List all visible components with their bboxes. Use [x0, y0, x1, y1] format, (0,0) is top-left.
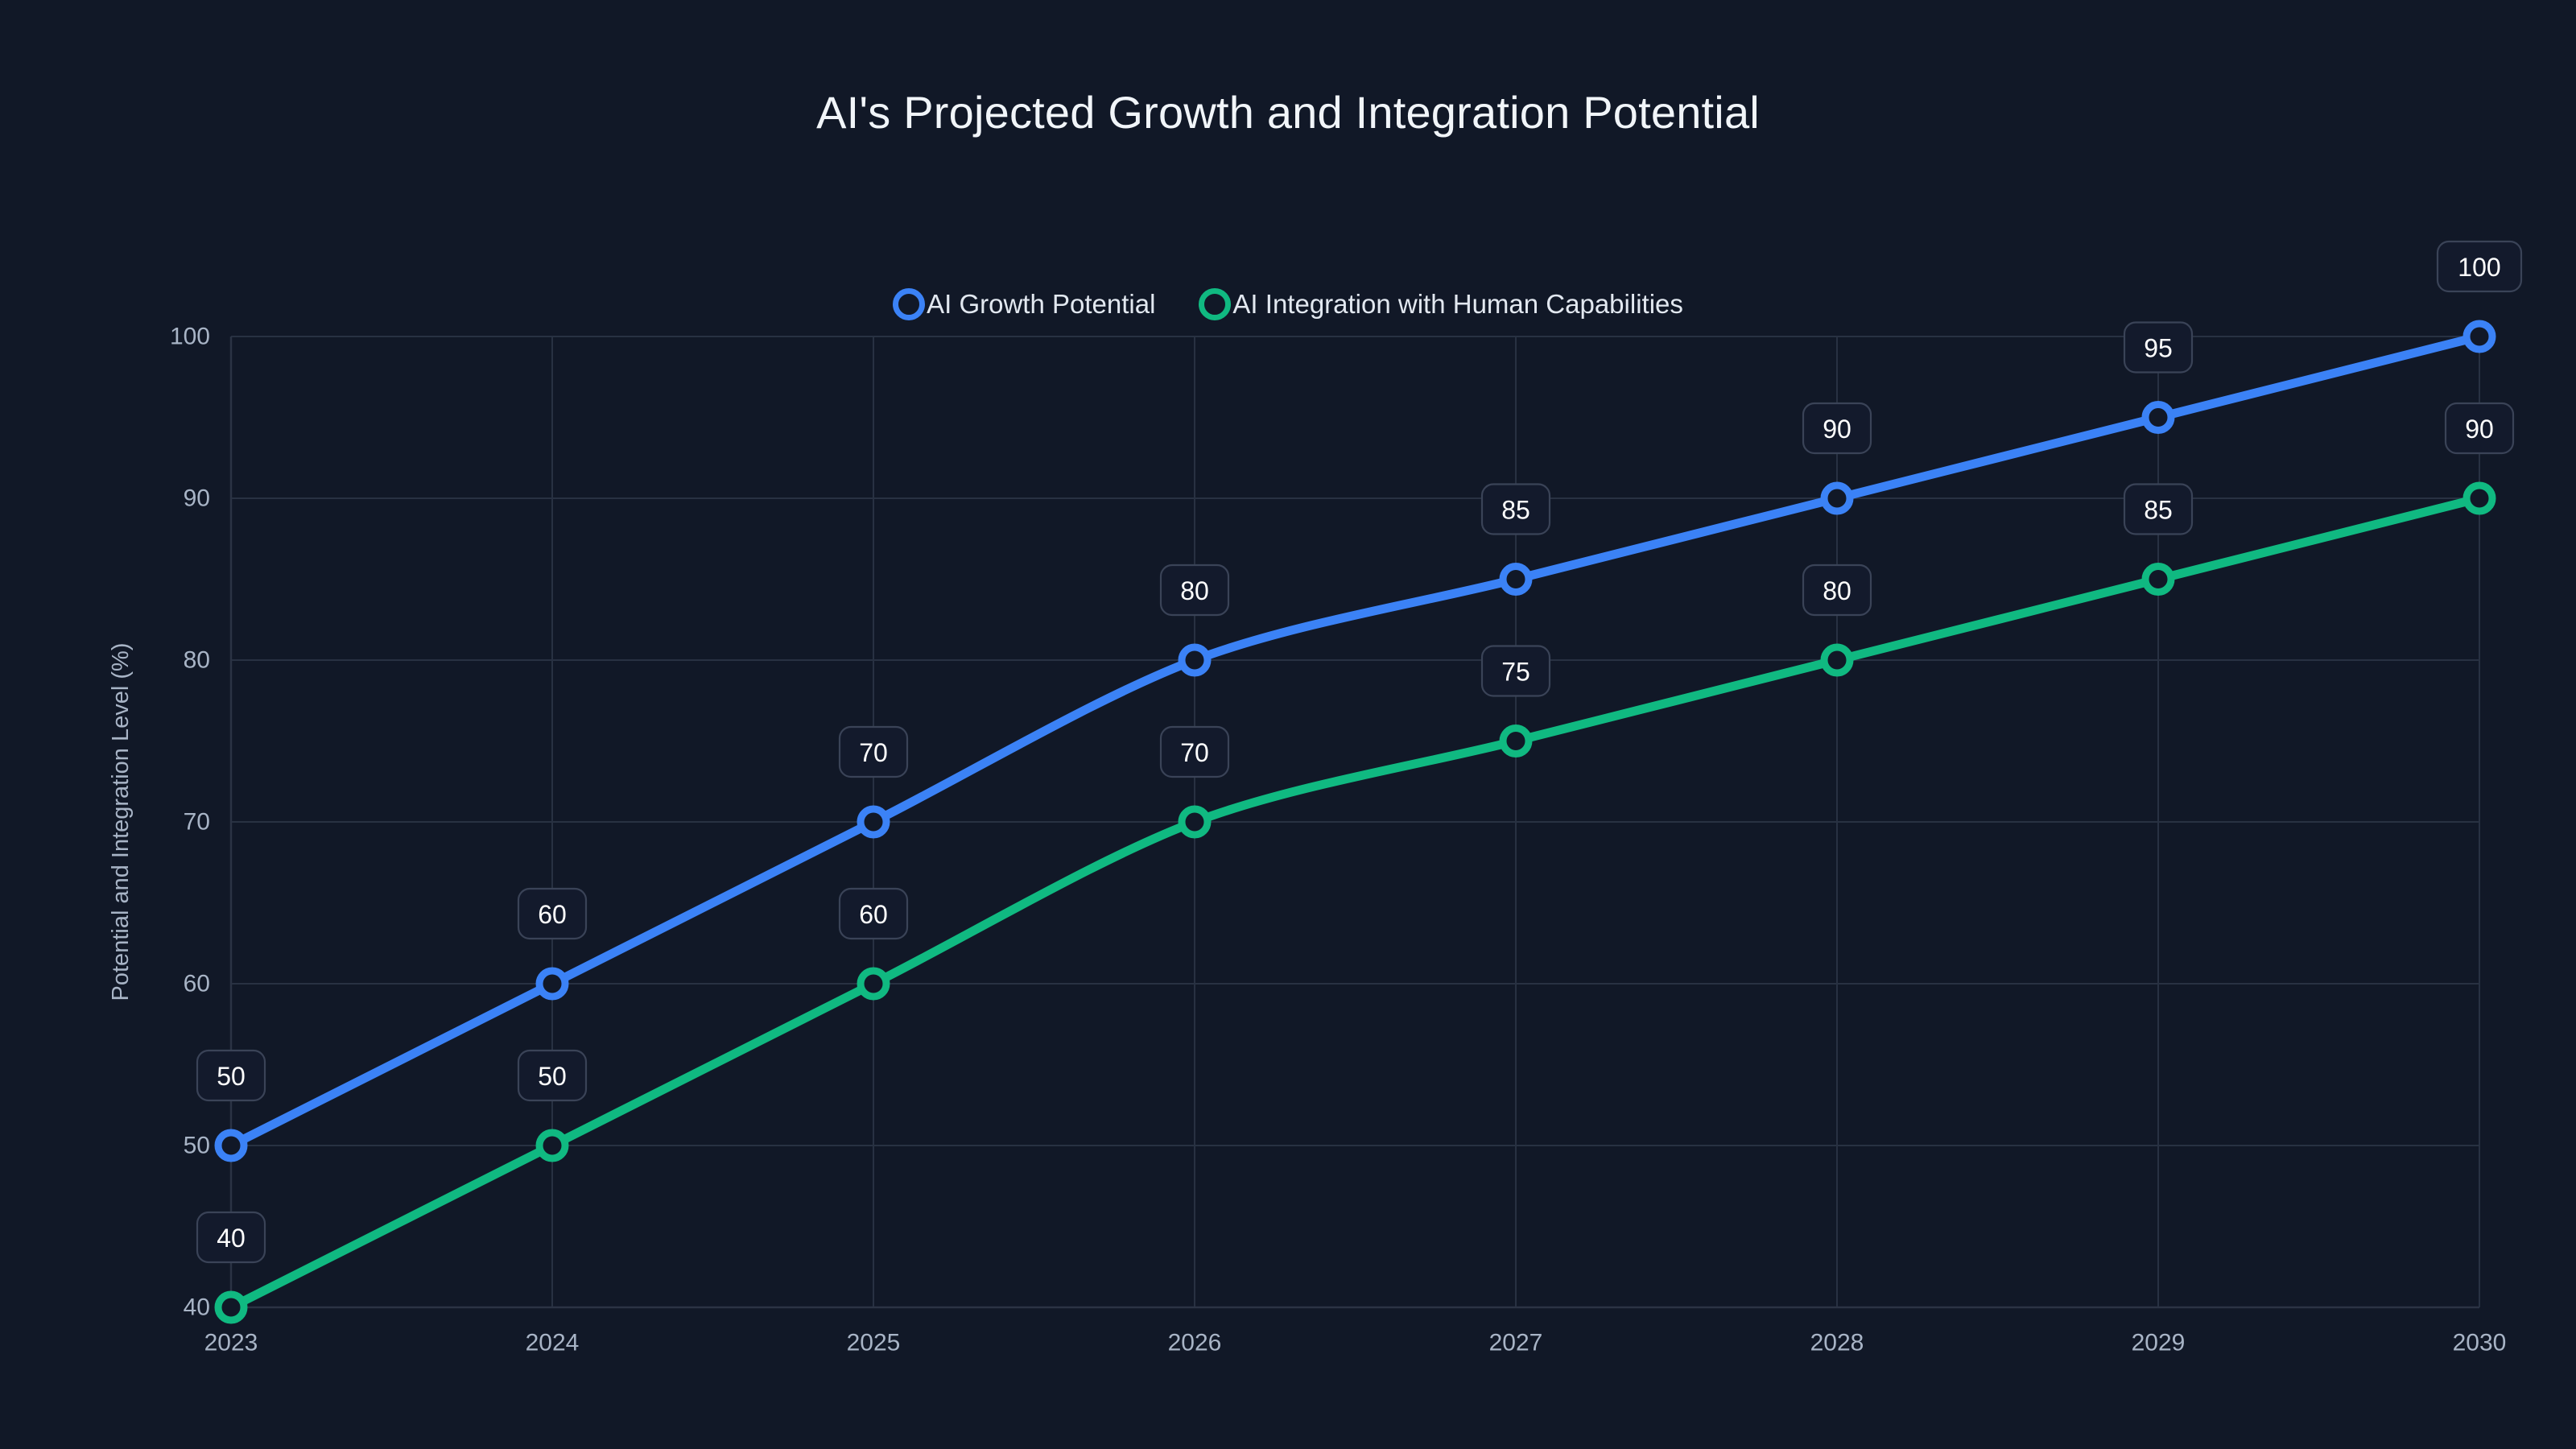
- y-axis-tick-label: 60: [184, 971, 210, 997]
- data-point-marker[interactable]: [1178, 643, 1212, 677]
- x-axis-tick-label: 2025: [847, 1330, 901, 1356]
- data-label-badge: [1802, 402, 1872, 455]
- data-point-marker[interactable]: [1499, 724, 1533, 758]
- data-point-marker[interactable]: [535, 1129, 569, 1162]
- data-label-badge: [1159, 725, 1230, 778]
- x-axis-tick-label: 2024: [526, 1330, 580, 1356]
- data-point-marker[interactable]: [535, 967, 569, 1001]
- data-point-marker[interactable]: [2462, 481, 2496, 515]
- x-axis-tick-label: 2027: [1489, 1330, 1543, 1356]
- x-axis-tick-label: 2029: [2132, 1330, 2186, 1356]
- data-label-text: 80: [1823, 576, 1852, 605]
- x-axis-tick-label: 2028: [1810, 1330, 1864, 1356]
- data-point-marker[interactable]: [1820, 481, 1854, 515]
- data-label-text: 40: [217, 1224, 246, 1253]
- data-point-marker[interactable]: [2462, 320, 2496, 353]
- series-lines: [226, 332, 2484, 1312]
- data-label-text: 70: [859, 738, 888, 767]
- data-point-marker[interactable]: [1820, 643, 1854, 677]
- data-label-text: 50: [538, 1062, 567, 1091]
- data-label-badge: [2123, 483, 2194, 535]
- data-label-text: 75: [1501, 658, 1530, 687]
- data-label-badge: [2444, 402, 2515, 455]
- data-point-marker[interactable]: [214, 1129, 248, 1162]
- data-label-text: 70: [1180, 738, 1209, 767]
- data-label-text: 90: [2465, 415, 2494, 444]
- data-label-badges: 50 60 70 80 85 90 95 100 40 50 60 70 75 80 85 90: [196, 240, 2523, 1264]
- data-label-badge: [2123, 321, 2194, 374]
- data-label-badge: [1480, 645, 1551, 697]
- y-axis-tick-label: 80: [184, 647, 210, 674]
- data-label-badge: [1159, 564, 1230, 617]
- data-point-marker[interactable]: [2141, 401, 2175, 434]
- series-points[interactable]: [214, 320, 2496, 1324]
- data-label-text: 60: [859, 900, 888, 929]
- data-label-badge: [1480, 483, 1551, 535]
- y-axis-tick-label: 40: [184, 1294, 210, 1321]
- data-label-text: 95: [2144, 334, 2173, 363]
- data-label-badge: [838, 887, 909, 940]
- data-label-badge: [1802, 564, 1872, 617]
- data-point-marker[interactable]: [2141, 563, 2175, 596]
- x-axis-tick-label: 2030: [2453, 1330, 2507, 1356]
- y-axis-tick-label: 50: [184, 1133, 210, 1159]
- series-line: [226, 493, 2484, 1312]
- y-axis-title-text: Potential and Integration Level (%): [108, 643, 134, 1001]
- x-axis-tick-label: 2026: [1168, 1330, 1222, 1356]
- data-label-text: 80: [1180, 576, 1209, 605]
- data-point-marker[interactable]: [214, 1290, 248, 1324]
- data-point-marker[interactable]: [1499, 563, 1533, 596]
- data-point-marker[interactable]: [1178, 805, 1212, 839]
- data-point-marker[interactable]: [857, 967, 890, 1001]
- data-label-text: 60: [538, 900, 567, 929]
- y-axis-tick-label: 90: [184, 485, 210, 512]
- y-axis-tick-labels: 40 50 60 70 80 90 100: [170, 324, 210, 1321]
- data-label-badge: [196, 1049, 266, 1102]
- gridlines: [230, 336, 2480, 1308]
- x-axis-tick-label: 2023: [204, 1330, 258, 1356]
- y-axis-title: Potential and Integration Level (%): [108, 643, 134, 1001]
- y-axis-tick-label: 100: [170, 324, 210, 350]
- series-line: [226, 332, 2484, 1150]
- data-point-marker[interactable]: [857, 805, 890, 839]
- data-label-badge: [196, 1211, 266, 1264]
- data-label-badge: [517, 1049, 588, 1102]
- data-label-text: 85: [1501, 496, 1530, 525]
- x-axis-tick-labels: 2023 2024 2025 2026 2027 2028 2029 2030: [204, 1330, 2507, 1356]
- data-label-badge: [838, 725, 909, 778]
- data-label-text: 50: [217, 1062, 246, 1091]
- data-label-badge: [517, 887, 588, 940]
- data-label-text: 100: [2458, 253, 2500, 282]
- data-label-badge: [2436, 240, 2523, 293]
- data-label-text: 85: [2144, 496, 2173, 525]
- y-axis-tick-label: 70: [184, 809, 210, 836]
- chart-title: AI's Projected Growth and Integration Po…: [816, 87, 1760, 138]
- data-label-text: 90: [1823, 415, 1852, 444]
